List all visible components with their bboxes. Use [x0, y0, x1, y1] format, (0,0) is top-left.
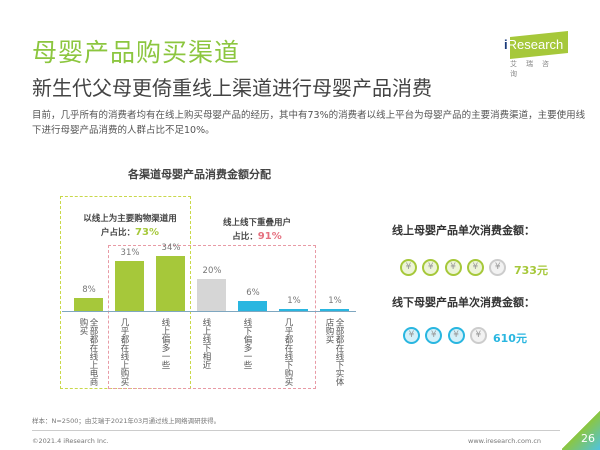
category-label: 线上线下相近: [201, 318, 211, 369]
category-label: 线上偏多一些: [160, 318, 170, 369]
copyright: ©2021.4 iResearch Inc.: [32, 437, 109, 445]
page-title: 母婴产品购买渠道: [32, 38, 241, 67]
note-text: 以线上为主要购物渠道用户占比：: [83, 214, 177, 238]
overlap-note: 线上线下重叠用户占比：91%: [222, 217, 292, 244]
coin-icon: ¥: [444, 259, 462, 276]
coin-icon: ¥: [403, 327, 420, 344]
offline-amount: 610元: [493, 332, 527, 345]
note-value: 91%: [257, 231, 282, 242]
data-label: 34%: [161, 242, 181, 253]
category-label: 全部都在线下实体店购买: [324, 318, 344, 386]
page-number: 26: [581, 432, 595, 445]
online-main-note: 以线上为主要购物渠道用户占比：73%: [80, 213, 180, 240]
note-value: 73%: [135, 227, 159, 238]
iresearch-logo: iResearch 艾瑞咨询: [504, 30, 568, 78]
x-axis: [62, 311, 356, 312]
bar: [156, 255, 185, 311]
note-text: 线上线下重叠用户占比：: [222, 218, 291, 242]
data-label: 1%: [287, 296, 301, 306]
coin-icon: ¥: [489, 259, 507, 276]
coin-icon: ¥: [469, 327, 487, 344]
offline-spend-label: 线下母婴产品单次消费金额：: [392, 296, 535, 309]
bar: [320, 309, 349, 311]
coin-icon: ¥: [400, 259, 417, 276]
category-label: 几乎都在线上购买: [119, 318, 129, 386]
category-label: 线下偏多一些: [242, 318, 252, 369]
coin-icon: ¥: [425, 327, 443, 344]
bar: [279, 309, 308, 311]
online-amount: 733元: [514, 264, 548, 277]
footer-divider: [32, 430, 560, 431]
coin-icon: ¥: [422, 259, 440, 276]
overlap-box: [108, 245, 316, 389]
data-label: 20%: [202, 265, 222, 276]
chart-title: 各渠道母婴产品消费金额分配: [128, 168, 271, 181]
description: 目前，几乎所有的消费者均有在线上购买母婴产品的经历，其中有73%的消费者以线上平…: [32, 110, 586, 136]
online-spend-label: 线上母婴产品单次消费金额：: [392, 224, 535, 237]
bar: [115, 260, 144, 311]
bar: [197, 278, 226, 311]
data-label: 8%: [82, 285, 96, 296]
logo-cn: 艾瑞咨询: [510, 60, 558, 78]
sample-note: 样本：N=2500；由艾瑞于2021年03月通过线上网络调研获得。: [32, 417, 221, 425]
category-label: 全部都在线上电商购买: [78, 318, 98, 386]
coin-icon: ¥: [466, 259, 484, 276]
coin-icon: ¥: [447, 327, 465, 344]
data-label: 1%: [328, 296, 342, 306]
category-label: 几乎都在线下购买: [283, 318, 293, 386]
bar: [238, 301, 267, 311]
page-subtitle: 新生代父母更倚重线上渠道进行母婴产品消费: [32, 76, 432, 100]
data-label: 6%: [246, 288, 260, 299]
website: www.iresearch.com.cn: [468, 437, 542, 445]
bar: [74, 298, 103, 311]
page-corner: [562, 410, 600, 450]
data-label: 31%: [120, 247, 140, 258]
